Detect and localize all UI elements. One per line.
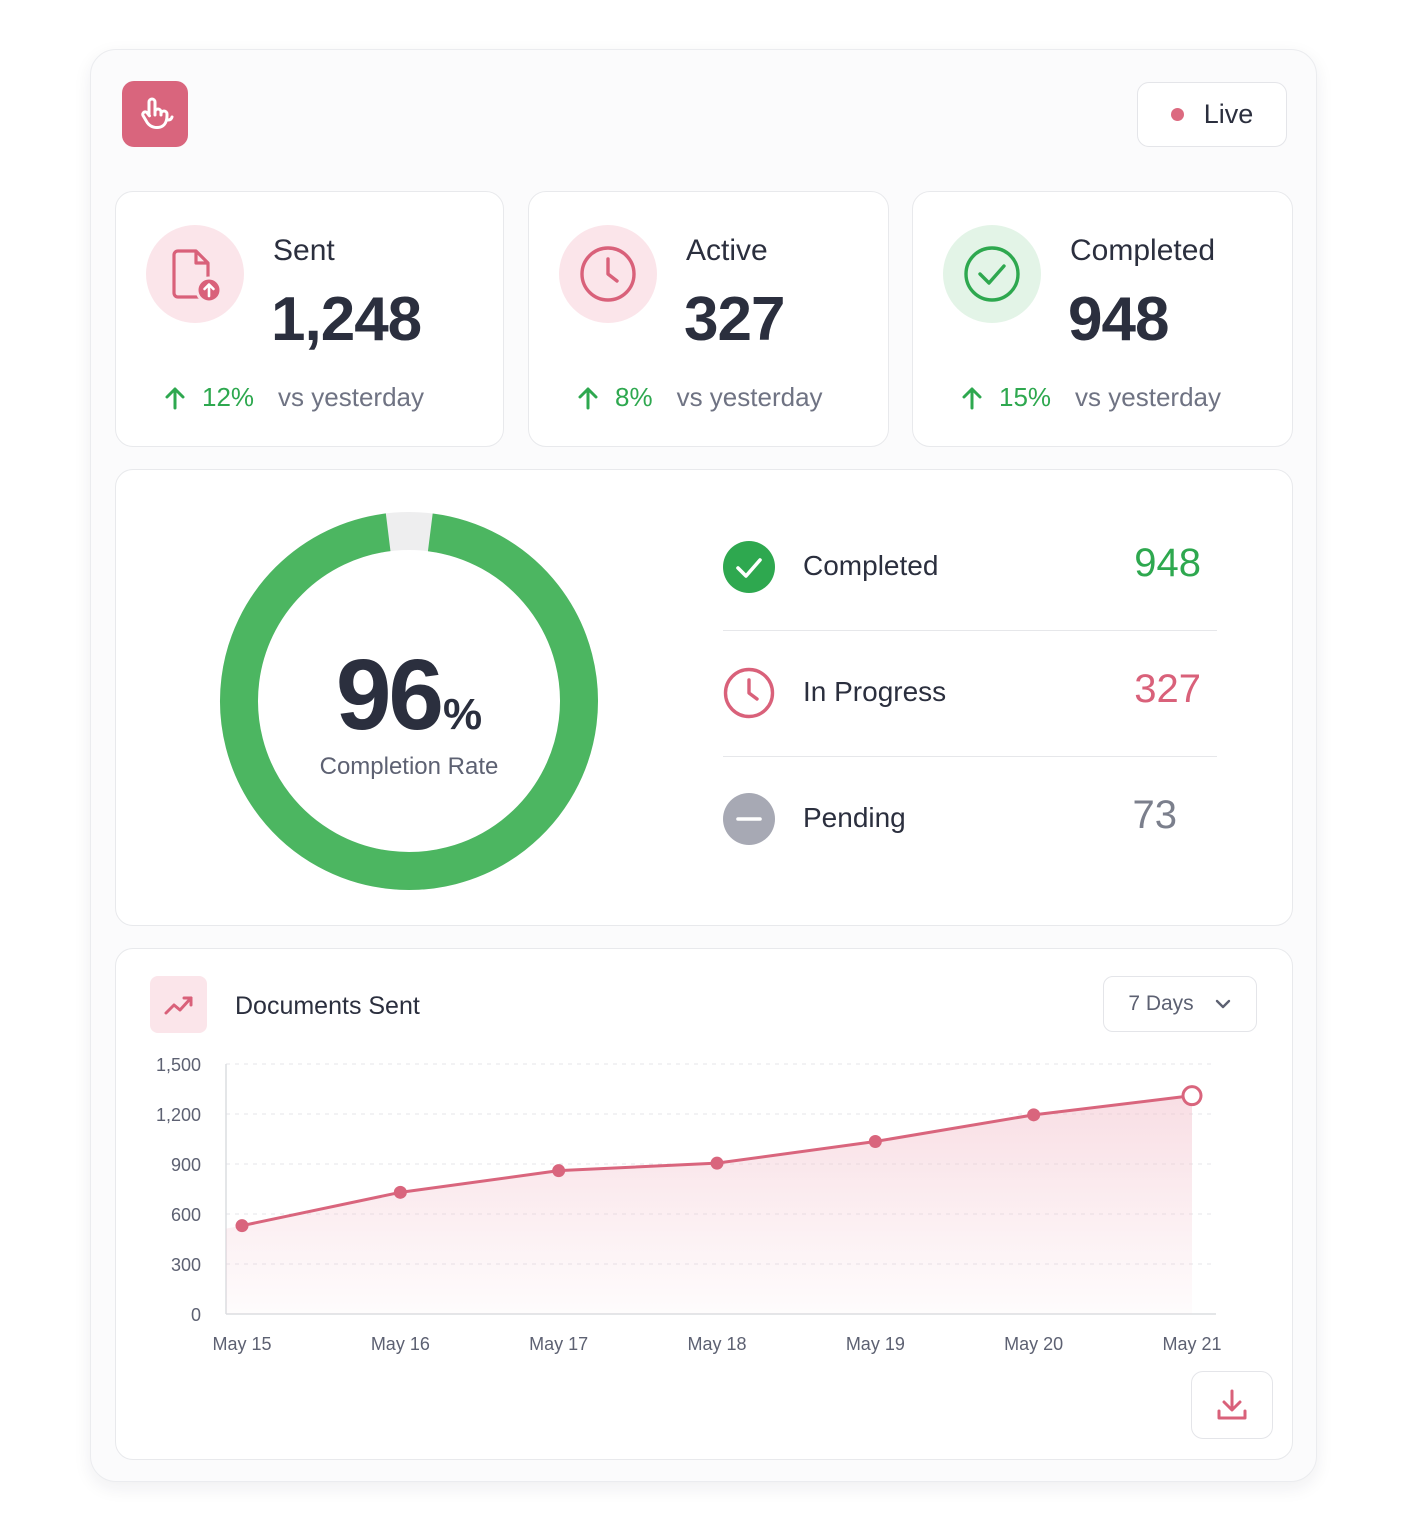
breakdown-row-completed: Completed 948 — [723, 504, 1217, 630]
divider — [723, 630, 1217, 631]
completion-ring-arc — [220, 512, 598, 890]
divider — [723, 756, 1217, 757]
stat-icon-wrap — [146, 225, 244, 323]
x-tick-label: May 18 — [687, 1334, 746, 1354]
delta-percent: 8% — [615, 382, 653, 412]
y-tick-label: 600 — [171, 1205, 201, 1225]
live-label: Live — [1203, 99, 1254, 129]
check-circle-icon — [723, 541, 775, 593]
stat-value: 948 — [1068, 285, 1169, 354]
documents-sent-chart: 0 300 600 900 1,200 1,500 May 15 May 16 May 17 Ma… — [156, 1055, 1222, 1354]
stat-delta: 15% vs yesterday — [959, 382, 1221, 413]
breakdown-row-pending: Pending 73 — [723, 756, 1217, 882]
stat-value: 1,248 — [271, 285, 422, 354]
completion-ring — [220, 512, 598, 890]
breakdown-row-in-progress: In Progress 327 — [723, 630, 1217, 756]
stat-icon-wrap — [559, 225, 657, 323]
delta-comparison: vs yesterday — [278, 382, 424, 412]
x-tick-label: May 17 — [529, 1334, 588, 1354]
y-tick-label: 1,200 — [156, 1105, 201, 1125]
y-tick-label: 900 — [171, 1155, 201, 1175]
arrow-up-icon — [162, 385, 188, 411]
stat-card-active: Active 327 8% vs yesterday — [528, 191, 889, 447]
data-point[interactable] — [1181, 1085, 1203, 1107]
delta-percent: 12% — [202, 382, 255, 412]
stat-card-sent: Sent 1,248 12% vs yesterday — [115, 191, 504, 447]
delta-percent: 15% — [999, 382, 1052, 412]
chart-icon-wrap — [150, 976, 207, 1033]
minus-circle-icon — [723, 793, 775, 845]
x-tick-label: May 16 — [371, 1334, 430, 1354]
data-point[interactable] — [868, 1135, 882, 1148]
breakdown-label: Pending — [803, 802, 906, 833]
stat-title: Sent — [273, 234, 335, 267]
clock-icon — [580, 246, 636, 302]
breakdown-value: 327 — [1134, 667, 1201, 711]
breakdown-value: 73 — [1132, 793, 1178, 837]
data-point[interactable] — [710, 1156, 724, 1170]
breakdown-value: 948 — [1134, 541, 1201, 585]
stat-title: Active — [686, 234, 768, 267]
stat-title: Completed — [1070, 234, 1216, 267]
documents-sent-card: Documents Sent 7 Days 0 300 600 900 1,200 1,5… — [115, 948, 1293, 1460]
y-tick-label: 0 — [191, 1305, 201, 1325]
y-tick-label: 1,500 — [156, 1055, 201, 1075]
completion-rate-value: 96 — [335, 639, 444, 751]
data-point[interactable] — [393, 1185, 407, 1199]
range-select-value: 7 Days — [1128, 992, 1194, 1015]
trend-chart-icon — [164, 996, 192, 1014]
x-tick-label: May 21 — [1162, 1334, 1221, 1354]
stat-delta: 8% vs yesterday — [575, 382, 823, 413]
chart-title: Documents Sent — [235, 992, 420, 1020]
range-select[interactable]: 7 Days — [1103, 976, 1257, 1032]
completion-card: 96% Completion Rate Completed 948 In Pro… — [115, 469, 1293, 926]
completion-rate-label: Completion Rate — [319, 753, 499, 780]
app-logo[interactable] — [122, 81, 188, 147]
stat-icon-wrap — [943, 225, 1041, 323]
file-upload-icon — [172, 249, 223, 304]
data-point[interactable] — [235, 1219, 249, 1233]
data-point[interactable] — [1027, 1108, 1041, 1122]
delta-comparison: vs yesterday — [1075, 382, 1221, 412]
x-tick-label: May 20 — [1004, 1334, 1063, 1354]
dashboard-panel: Live Sent 1,248 12% vs yesterday — [90, 49, 1317, 1482]
completion-rate-unit: % — [443, 690, 483, 739]
x-tick-label: May 15 — [212, 1334, 271, 1354]
delta-comparison: vs yesterday — [676, 382, 823, 412]
arrow-up-icon — [575, 385, 601, 411]
chevron-down-icon — [1215, 999, 1230, 1009]
data-point[interactable] — [552, 1164, 566, 1178]
breakdown-label: In Progress — [803, 676, 947, 707]
stat-card-completed: Completed 948 15% vs yesterday — [912, 191, 1293, 447]
live-badge[interactable]: Live — [1137, 82, 1287, 147]
breakdown-label: Completed — [803, 550, 939, 581]
x-tick-label: May 19 — [846, 1334, 905, 1354]
arrow-up-icon — [959, 385, 985, 411]
check-circle-icon — [964, 246, 1020, 302]
download-button[interactable] — [1191, 1371, 1273, 1439]
hand-pointer-icon — [141, 97, 174, 129]
clock-icon — [723, 667, 775, 719]
download-icon — [1217, 1389, 1247, 1420]
y-tick-label: 300 — [171, 1255, 201, 1275]
stat-delta: 12% vs yesterday — [162, 382, 424, 413]
completion-rate: 96% — [116, 638, 702, 753]
series-area — [226, 1095, 1192, 1314]
stat-value: 327 — [684, 285, 785, 354]
live-status-dot — [1170, 108, 1184, 121]
